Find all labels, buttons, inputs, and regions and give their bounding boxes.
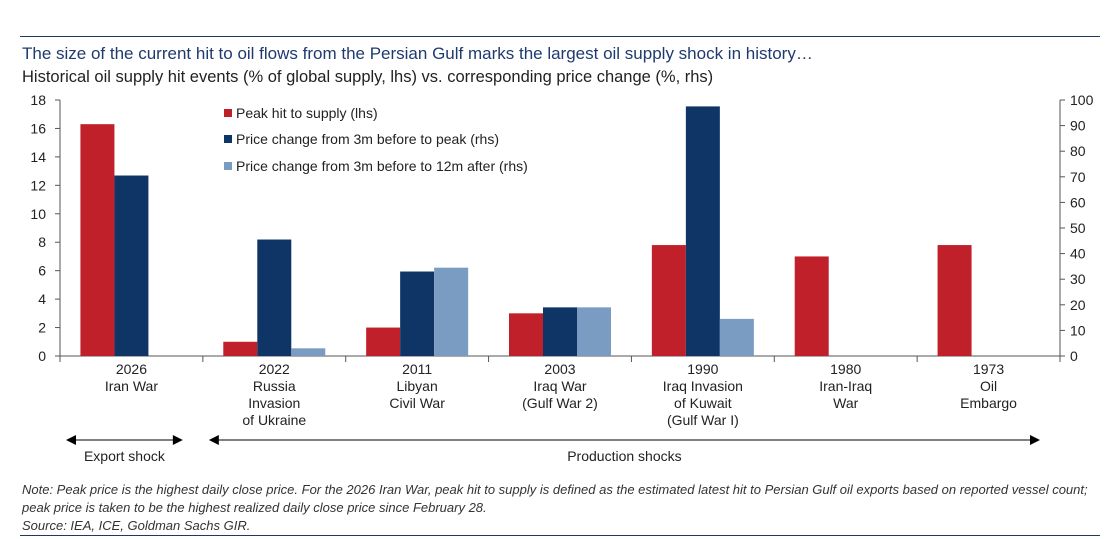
left-tick-label: 10 xyxy=(30,206,46,222)
category-label: 1980 xyxy=(830,361,861,377)
export-shock-arrowhead-left xyxy=(66,435,76,445)
bar-supply-hit xyxy=(794,256,829,356)
category-label: Iraq Invasion xyxy=(663,378,743,394)
bar-supply-hit xyxy=(651,245,686,356)
right-tick-label: 10 xyxy=(1070,322,1086,338)
source-text: Source: IEA, ICE, Goldman Sachs GIR. xyxy=(22,518,251,533)
export-shock-arrowhead-right xyxy=(172,435,183,445)
category-label: Libyan xyxy=(397,378,438,394)
category-label: Iran War xyxy=(105,378,158,394)
category-label: Russia xyxy=(253,378,296,394)
bar-price-to-peak xyxy=(114,175,149,356)
legend-label: Price change from 3m before to peak (rhs… xyxy=(236,131,499,147)
right-tick-label: 100 xyxy=(1070,92,1094,108)
left-tick-label: 18 xyxy=(30,92,46,108)
left-tick-label: 16 xyxy=(30,120,46,136)
bar-price-12m-after xyxy=(434,267,469,356)
left-tick-label: 8 xyxy=(38,234,46,250)
bottom-rule xyxy=(20,535,1100,536)
legend-swatch xyxy=(224,135,232,143)
left-tick-label: 4 xyxy=(38,291,46,307)
right-tick-label: 40 xyxy=(1070,246,1086,262)
left-tick-label: 0 xyxy=(38,348,46,364)
right-tick-label: 0 xyxy=(1070,348,1078,364)
category-label: 1990 xyxy=(687,361,718,377)
right-tick-label: 30 xyxy=(1070,271,1086,287)
left-tick-label: 2 xyxy=(38,320,46,336)
bar-supply-hit xyxy=(80,124,115,356)
production-shocks-arrowhead-left xyxy=(208,435,219,445)
right-tick-label: 50 xyxy=(1070,220,1086,236)
category-label: Civil War xyxy=(389,395,445,411)
bar-price-12m-after xyxy=(291,348,326,356)
footnote: Note: Peak price is the highest daily cl… xyxy=(22,481,1102,535)
left-tick-label: 6 xyxy=(38,263,46,279)
right-tick-label: 60 xyxy=(1070,194,1086,210)
bar-supply-hit xyxy=(366,327,401,356)
bar-price-12m-after xyxy=(719,318,754,356)
category-label: 2003 xyxy=(544,361,575,377)
category-label: War xyxy=(833,395,858,411)
note-text: Note: Peak price is the highest daily cl… xyxy=(22,482,1088,515)
category-label: of Ukraine xyxy=(242,412,306,428)
category-label: Oil xyxy=(980,378,997,394)
export-shock-label: Export shock xyxy=(84,448,166,464)
production-shocks-arrowhead-right xyxy=(1030,435,1040,445)
production-shocks-label: Production shocks xyxy=(567,448,681,464)
legend-swatch xyxy=(224,109,232,117)
bar-supply-hit xyxy=(223,341,258,356)
legend-label: Price change from 3m before to 12m after… xyxy=(236,158,528,174)
bar-price-12m-after xyxy=(577,307,611,356)
category-label: Iraq War xyxy=(533,378,586,394)
right-tick-label: 80 xyxy=(1070,143,1086,159)
category-label: of Kuwait xyxy=(674,395,732,411)
category-label: 1973 xyxy=(973,361,1004,377)
category-label: 2011 xyxy=(402,361,432,377)
category-label: Invasion xyxy=(248,395,300,411)
category-label: Embargo xyxy=(960,395,1017,411)
category-label: 2026 xyxy=(116,361,147,377)
category-label: 2022 xyxy=(259,361,290,377)
bar-chart: 0 2 4 6 8 10 12 14 16 18 0 10 20 30 40 50 60 70 80 90 100 202… xyxy=(30,92,1094,464)
left-tick-label: 12 xyxy=(30,177,46,193)
bar-supply-hit xyxy=(937,245,972,356)
bar-price-to-peak xyxy=(685,106,720,357)
right-tick-label: 70 xyxy=(1070,169,1086,185)
category-label: (Gulf War 2) xyxy=(522,395,598,411)
legend-swatch xyxy=(224,162,232,170)
bar-supply-hit xyxy=(509,313,543,356)
category-label: (Gulf War I) xyxy=(667,412,739,428)
right-tick-label: 20 xyxy=(1070,297,1086,313)
bar-price-to-peak xyxy=(543,307,577,356)
bar-price-to-peak xyxy=(257,239,292,356)
chart-subtitle: Historical oil supply hit events (% of g… xyxy=(22,68,714,86)
right-tick-label: 90 xyxy=(1070,118,1086,134)
top-rule xyxy=(20,36,1100,37)
chart-title: The size of the current hit to oil flows… xyxy=(22,44,813,63)
category-label: Iran-Iraq xyxy=(819,378,872,394)
legend-label: Peak hit to supply (lhs) xyxy=(236,105,378,121)
left-tick-label: 14 xyxy=(30,149,46,165)
bar-price-to-peak xyxy=(400,271,435,356)
